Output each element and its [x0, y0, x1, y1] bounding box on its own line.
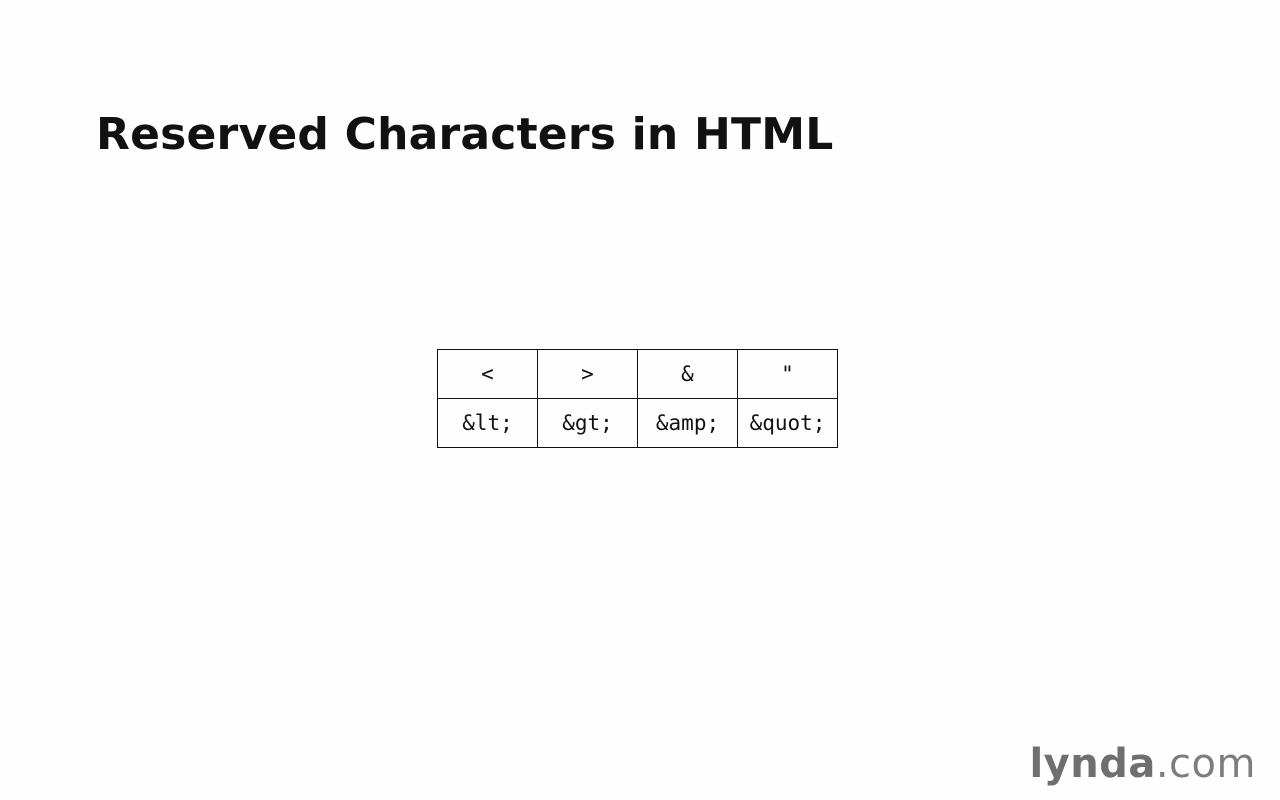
entities-row: &lt; &gt; &amp; &quot; [437, 398, 838, 448]
character-cell-greater-than: > [537, 349, 638, 399]
reserved-characters-table: < > & " &lt; &gt; &amp; &quot; [437, 349, 838, 448]
logo-name: lynda [1029, 741, 1156, 787]
entity-cell-lt: &lt; [437, 398, 538, 448]
slide-title: Reserved Characters in HTML [96, 109, 834, 160]
character-cell-ampersand: & [637, 349, 738, 399]
character-cell-less-than: < [437, 349, 538, 399]
lynda-logo: lynda.com [1029, 740, 1256, 788]
entity-cell-gt: &gt; [537, 398, 638, 448]
characters-row: < > & " [437, 349, 838, 399]
entity-cell-quot: &quot; [737, 398, 838, 448]
entity-cell-amp: &amp; [637, 398, 738, 448]
logo-suffix: .com [1155, 741, 1256, 787]
character-cell-quote: " [737, 349, 838, 399]
